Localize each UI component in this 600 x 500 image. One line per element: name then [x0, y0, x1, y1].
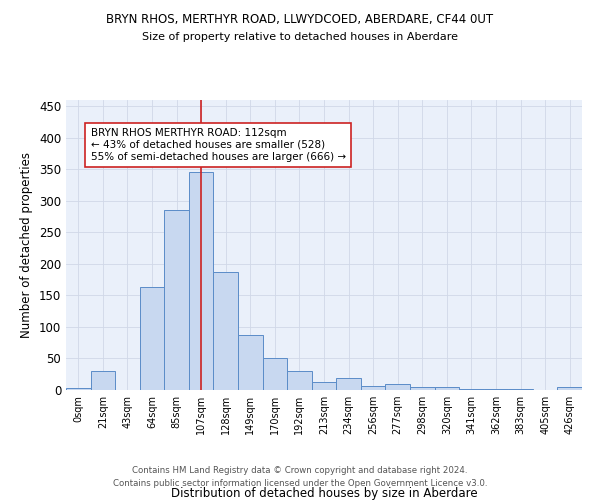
- Y-axis label: Number of detached properties: Number of detached properties: [20, 152, 34, 338]
- Bar: [385, 384, 410, 390]
- Text: Contains HM Land Registry data © Crown copyright and database right 2024.
Contai: Contains HM Land Registry data © Crown c…: [113, 466, 487, 487]
- Bar: [140, 287, 164, 390]
- Bar: [557, 388, 582, 390]
- X-axis label: Distribution of detached houses by size in Aberdare: Distribution of detached houses by size …: [170, 487, 478, 500]
- Bar: [434, 387, 459, 390]
- Bar: [459, 388, 484, 390]
- Bar: [66, 388, 91, 390]
- Bar: [336, 378, 361, 390]
- Bar: [214, 272, 238, 390]
- Bar: [361, 386, 385, 390]
- Bar: [189, 172, 214, 390]
- Bar: [287, 371, 312, 390]
- Bar: [312, 382, 336, 390]
- Bar: [91, 371, 115, 390]
- Text: BRYN RHOS MERTHYR ROAD: 112sqm
← 43% of detached houses are smaller (528)
55% of: BRYN RHOS MERTHYR ROAD: 112sqm ← 43% of …: [91, 128, 346, 162]
- Text: BRYN RHOS, MERTHYR ROAD, LLWYDCOED, ABERDARE, CF44 0UT: BRYN RHOS, MERTHYR ROAD, LLWYDCOED, ABER…: [106, 12, 494, 26]
- Bar: [238, 334, 263, 390]
- Bar: [263, 358, 287, 390]
- Bar: [410, 388, 434, 390]
- Bar: [164, 210, 189, 390]
- Text: Size of property relative to detached houses in Aberdare: Size of property relative to detached ho…: [142, 32, 458, 42]
